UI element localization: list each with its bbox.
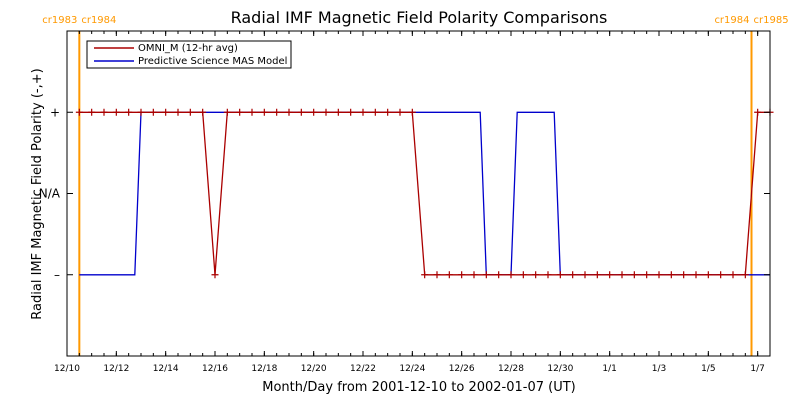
x-tick-label: 12/18 xyxy=(251,364,277,374)
carrington-label-left: cr1983 xyxy=(42,15,77,26)
data-point-plus xyxy=(223,108,231,116)
data-point-plus xyxy=(544,271,552,279)
data-point-plus xyxy=(100,108,108,116)
legend: OMNI_M (12-hr avg) Predictive Science MA… xyxy=(86,40,292,69)
data-point-plus xyxy=(532,271,540,279)
data-point-plus xyxy=(569,271,577,279)
data-point-plus xyxy=(174,108,182,116)
data-point-plus xyxy=(285,108,293,116)
data-point-plus xyxy=(556,271,564,279)
data-point-plus xyxy=(149,108,157,116)
x-tick-label: 12/28 xyxy=(498,364,524,374)
legend-label-mas: Predictive Science MAS Model xyxy=(138,56,287,67)
y-tick-label: – xyxy=(54,268,60,282)
data-point-plus xyxy=(655,271,663,279)
data-point-plus xyxy=(618,271,626,279)
data-point-plus xyxy=(643,271,651,279)
y-tick-label: N/A xyxy=(39,187,61,201)
data-point-plus xyxy=(593,271,601,279)
data-point-plus xyxy=(260,108,268,116)
data-point-plus xyxy=(458,271,466,279)
x-tick-label: 12/24 xyxy=(399,364,425,374)
data-point-plus xyxy=(667,271,675,279)
data-point-plus xyxy=(692,271,700,279)
x-tick-label: 12/22 xyxy=(350,364,376,374)
data-point-plus xyxy=(371,108,379,116)
data-point-plus xyxy=(384,108,392,116)
data-point-plus xyxy=(322,108,330,116)
data-point-plus xyxy=(717,271,725,279)
data-point-plus xyxy=(606,271,614,279)
data-point-plus xyxy=(112,108,120,116)
data-point-plus xyxy=(162,108,170,116)
y-axis-label: Radial IMF Magnetic Field Polarity (-,+) xyxy=(30,68,45,319)
data-point-plus xyxy=(482,271,490,279)
x-tick-label: 12/16 xyxy=(202,364,228,374)
data-point-plus xyxy=(310,108,318,116)
data-point-plus xyxy=(741,271,749,279)
carrington-label-right: cr1984 xyxy=(81,15,116,26)
legend-label-omni: OMNI_M (12-hr avg) xyxy=(138,43,238,54)
series-line-0 xyxy=(79,111,770,276)
data-point-plus xyxy=(211,271,219,279)
series-line-1 xyxy=(79,111,770,276)
data-point-plus xyxy=(445,271,453,279)
data-point-plus xyxy=(236,108,244,116)
chart-title: Radial IMF Magnetic Field Polarity Compa… xyxy=(231,8,608,27)
data-point-plus xyxy=(433,271,441,279)
data-point-plus xyxy=(359,108,367,116)
data-point-plus xyxy=(754,108,762,116)
x-tick-label: 1/1 xyxy=(602,364,616,374)
x-tick-label: 12/12 xyxy=(103,364,129,374)
x-tick-label: 1/7 xyxy=(750,364,764,374)
data-point-plus xyxy=(273,108,281,116)
data-point-plus xyxy=(581,271,589,279)
data-point-plus xyxy=(137,108,145,116)
data-point-plus xyxy=(704,271,712,279)
series-points xyxy=(75,108,774,279)
axis-ticks: 12/10 12/12 12/14 12/16 12/18 12/20 12/22 12/24… xyxy=(39,31,771,374)
data-point-plus xyxy=(630,271,638,279)
data-point-plus xyxy=(519,271,527,279)
data-point-plus xyxy=(186,108,194,116)
x-tick-label: 12/14 xyxy=(153,364,179,374)
series-lines xyxy=(79,111,770,276)
data-point-plus xyxy=(421,271,429,279)
data-point-plus xyxy=(470,271,478,279)
data-point-plus xyxy=(408,108,416,116)
data-point-plus xyxy=(729,271,737,279)
y-tick-label: + xyxy=(50,105,60,119)
data-point-plus xyxy=(680,271,688,279)
x-tick-label: 1/3 xyxy=(652,364,666,374)
x-tick-label: 1/5 xyxy=(701,364,715,374)
carrington-label-left: cr1984 xyxy=(714,15,749,26)
data-point-plus xyxy=(507,271,515,279)
data-point-plus xyxy=(125,108,133,116)
x-axis-label: Month/Day from 2001-12-10 to 2002-01-07 … xyxy=(262,380,575,395)
data-point-plus xyxy=(495,271,503,279)
x-tick-label: 12/20 xyxy=(301,364,327,374)
x-tick-label: 12/30 xyxy=(547,364,573,374)
carrington-label-right: cr1985 xyxy=(754,15,789,26)
x-tick-label: 12/26 xyxy=(449,364,475,374)
legend-box xyxy=(86,40,292,69)
data-point-plus xyxy=(75,108,83,116)
data-point-plus xyxy=(334,108,342,116)
data-point-plus xyxy=(396,108,404,116)
data-point-plus xyxy=(297,108,305,116)
x-tick-label: 12/10 xyxy=(54,364,80,374)
data-point-plus xyxy=(199,108,207,116)
data-point-plus xyxy=(88,108,96,116)
data-point-plus xyxy=(347,108,355,116)
data-point-plus xyxy=(248,108,256,116)
